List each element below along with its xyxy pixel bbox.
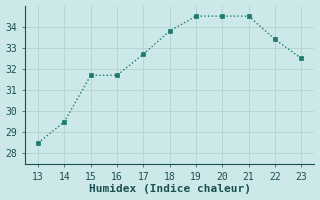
X-axis label: Humidex (Indice chaleur): Humidex (Indice chaleur) <box>89 184 251 194</box>
